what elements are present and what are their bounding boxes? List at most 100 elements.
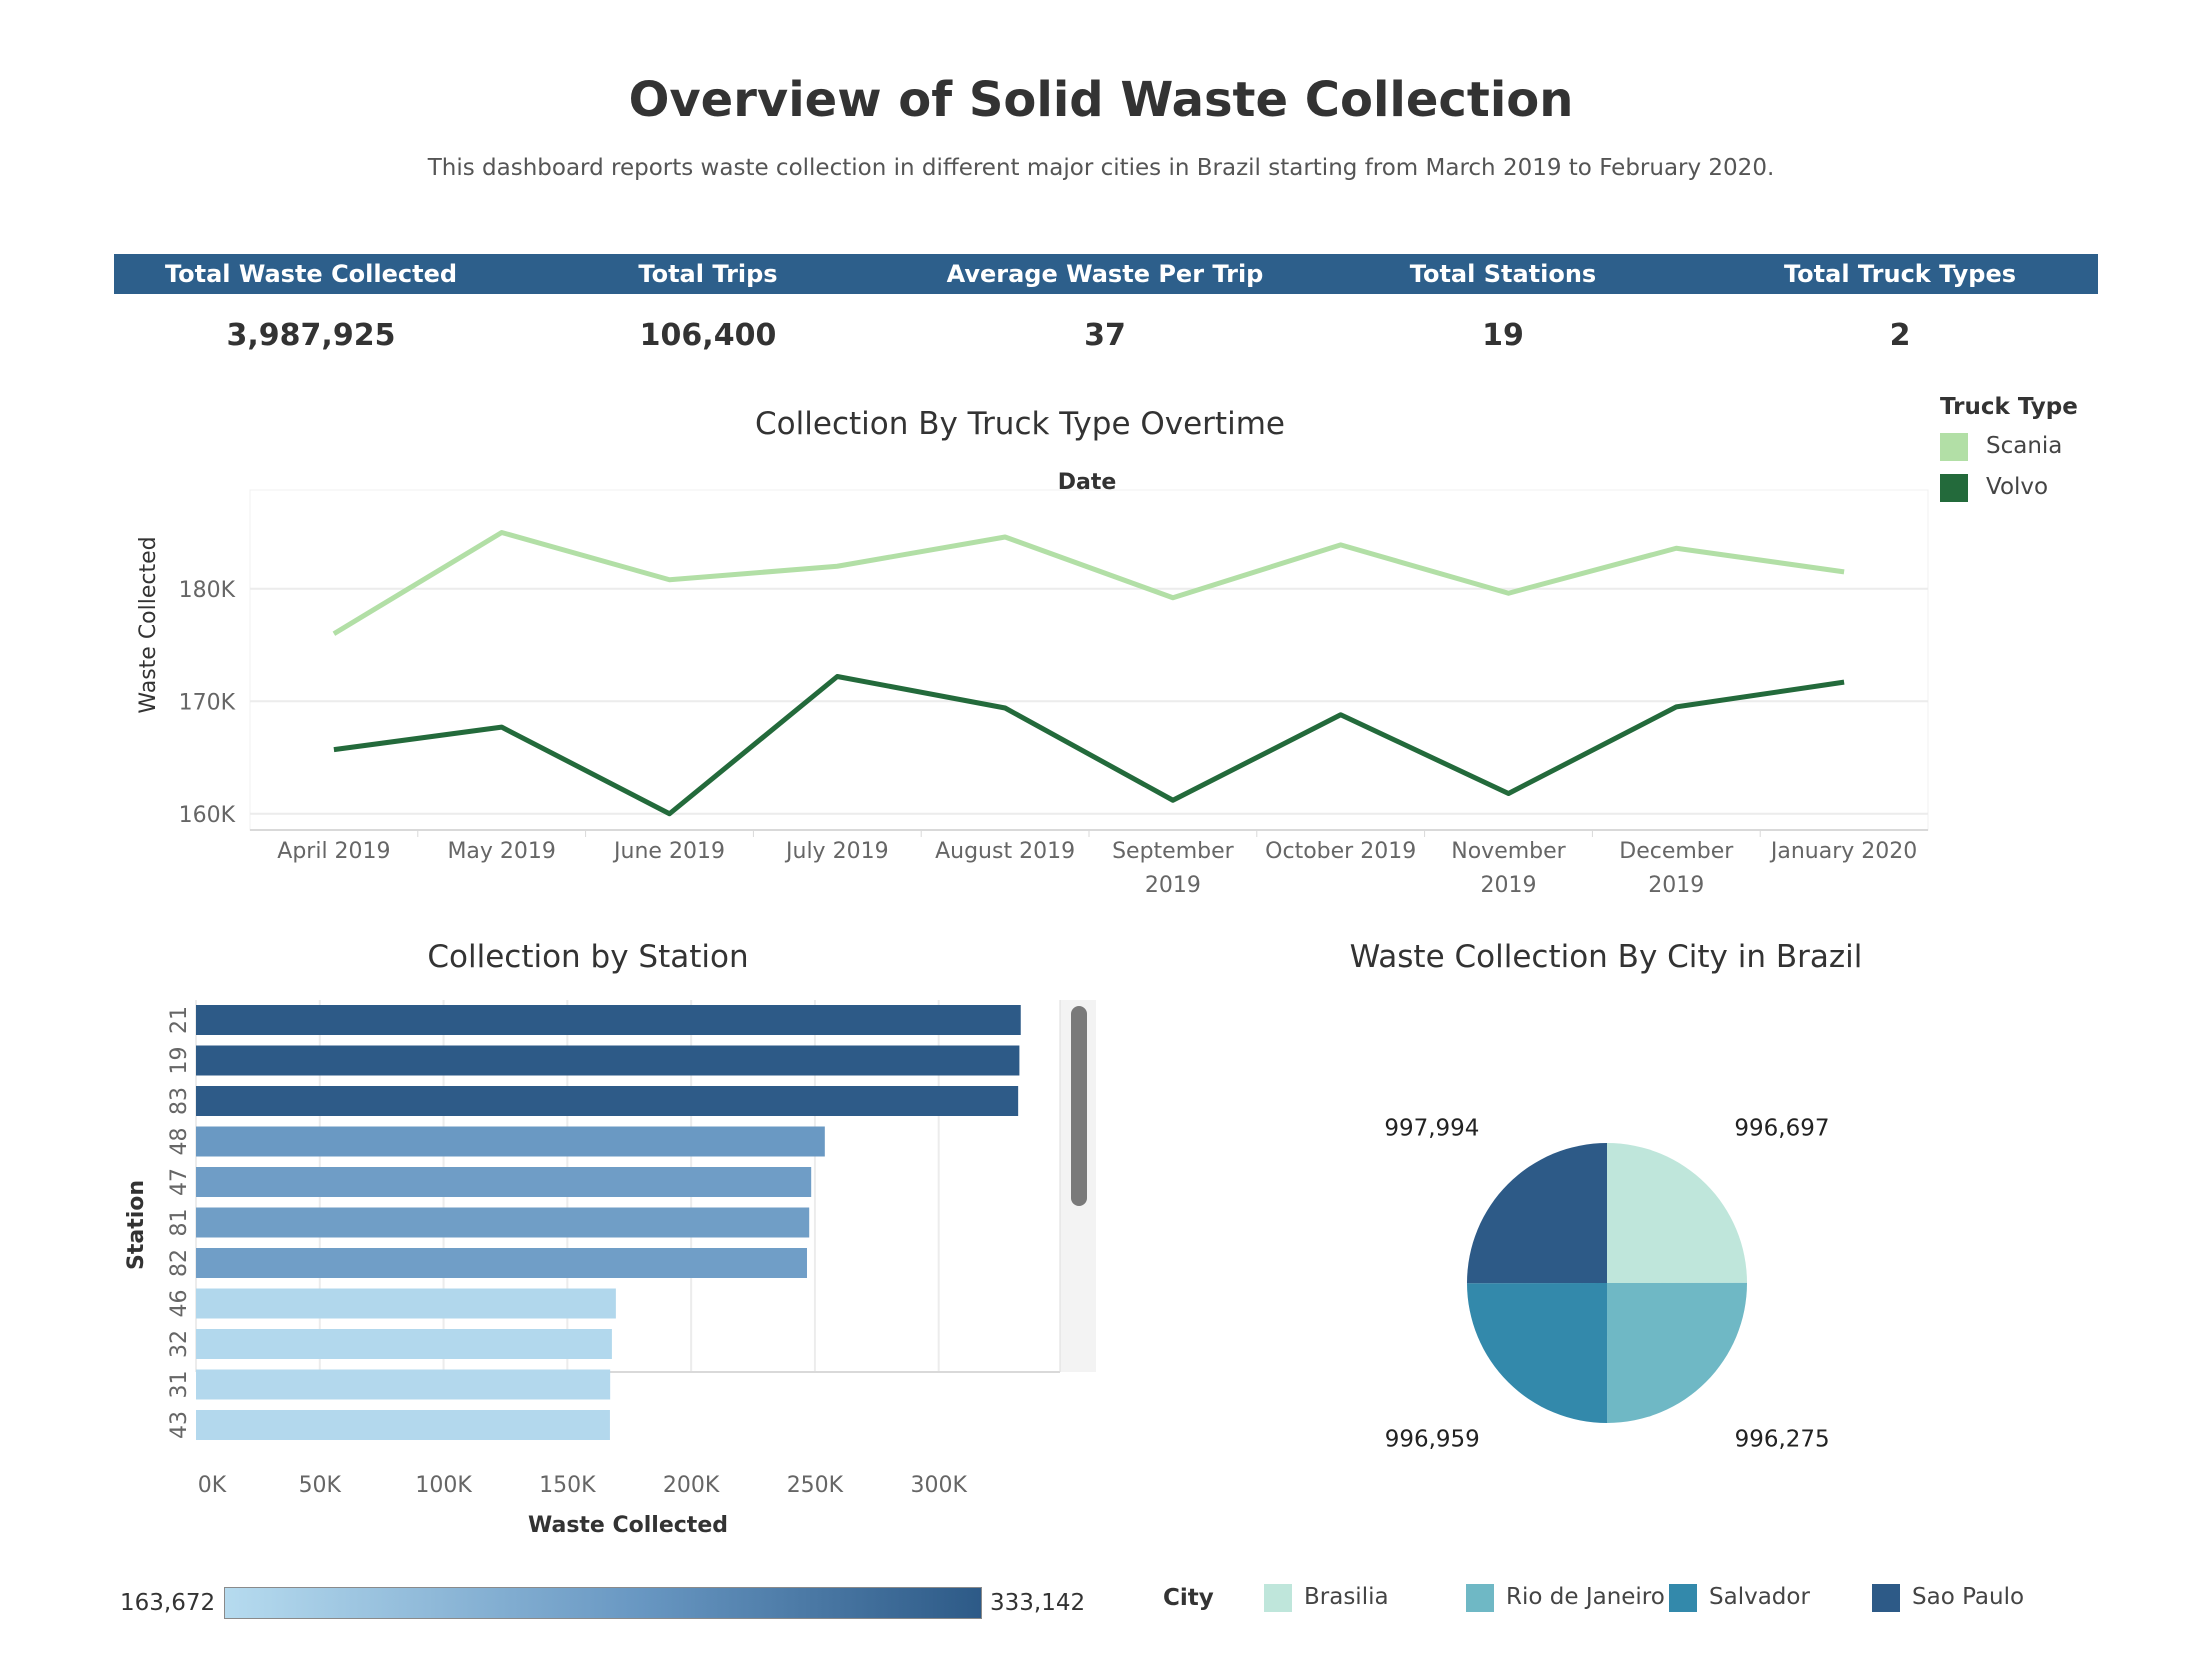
bar-chart-xlabel: Waste Collected (528, 1513, 728, 1538)
kpi-label-truck-types: Total Truck Types (1783, 260, 2017, 288)
bar-x-tick-label: 200K (663, 1473, 720, 1498)
line-x-tick-label: January 2020 (1769, 839, 1917, 864)
bar-chart-ylabel: Station (124, 1180, 149, 1270)
line-chart-series (332, 530, 1845, 817)
station-bar-46[interactable] (196, 1288, 616, 1319)
bar-chart-y-ticks: 21 19 83 48 47 81 82 46 32 31 43 (167, 1006, 192, 1439)
bar-y-tick-label: 82 (167, 1249, 192, 1277)
station-bar-47[interactable] (196, 1167, 812, 1197)
pie-slice-rio-de-janeiro[interactable] (1607, 1282, 1747, 1423)
truck-legend-title: Truck Type (1940, 394, 2078, 420)
bar-y-tick-label: 47 (167, 1168, 192, 1196)
pie-slice-sao-paulo[interactable] (1467, 1143, 1607, 1284)
rio-swatch (1466, 1584, 1494, 1612)
bar-y-tick-label: 46 (167, 1290, 192, 1318)
line-x-tick-label: December 2019 (1619, 839, 1734, 898)
color-scale-min: 163,672 (120, 1590, 216, 1616)
scania-swatch (1940, 433, 1968, 461)
dashboard-subtitle: This dashboard reports waste collection … (427, 155, 1775, 181)
line-x-tick-label: September 2019 (1112, 839, 1235, 898)
line-chart-ylabel: Waste Collected (136, 536, 161, 713)
bar-y-tick-label: 19 (167, 1047, 192, 1075)
bar-x-tick-label: 300K (910, 1473, 967, 1498)
bar-y-tick-label: 31 (167, 1371, 192, 1399)
brasilia-swatch (1264, 1584, 1292, 1612)
city-legend-label: Brasilia (1304, 1584, 1389, 1610)
station-bar-31[interactable] (196, 1369, 611, 1400)
line-y-tick-label: 170K (179, 690, 236, 715)
bar-y-tick-label: 21 (167, 1006, 192, 1034)
line-x-tick-label: June 2019 (612, 839, 725, 864)
bar-y-tick-label: 43 (167, 1411, 192, 1439)
kpi-value-total-waste: 3,987,925 (226, 318, 396, 353)
bar-y-tick-label: 81 (167, 1209, 192, 1237)
truck-legend-label: Volvo (1986, 474, 2049, 500)
city-legend-title: City (1163, 1585, 1214, 1611)
bar-y-tick-label: 83 (167, 1087, 192, 1115)
city-legend-label: Sao Paulo (1912, 1584, 2025, 1610)
pie-chart-title: Waste Collection By City in Brazil (1350, 939, 1863, 975)
bar-x-tick-label: 50K (299, 1473, 342, 1498)
line-plot-area (249, 489, 1929, 831)
line-chart-y-ticks: 160K 170K 180K (179, 578, 236, 828)
line-chart-xlabel: Date (1058, 470, 1117, 495)
bar-x-tick-label: 100K (415, 1473, 472, 1498)
line-x-tick-label: May 2019 (447, 839, 555, 864)
volvo-swatch (1940, 474, 1968, 502)
bar-y-tick-label: 32 (167, 1330, 192, 1358)
bar-x-tick-label: 150K (539, 1473, 596, 1498)
color-scale-max: 333,142 (990, 1590, 1086, 1616)
line-x-tick-label: July 2019 (784, 839, 889, 864)
bar-y-tick-label: 48 (167, 1128, 192, 1156)
kpi-value-truck-types: 2 (1889, 318, 1911, 353)
station-bar-48[interactable] (196, 1126, 825, 1157)
pie-chart: Waste Collection By City in Brazil 996,6… (1350, 939, 1863, 1453)
bar-x-tick-label: 0K (198, 1473, 227, 1498)
series-line-volvo[interactable] (333, 674, 1845, 817)
line-chart-title: Collection By Truck Type Overtime (755, 406, 1285, 442)
pie-slice-brasilia[interactable] (1607, 1143, 1747, 1283)
kpi-header-bar: Total Waste Collected Total Trips Averag… (114, 254, 2098, 294)
station-bar-43[interactable] (196, 1410, 610, 1440)
pie-chart-value-labels: 996,697 996,275 996,959 997,994 (1384, 1116, 1829, 1453)
station-bar-19[interactable] (196, 1045, 1020, 1076)
station-bar-21[interactable] (196, 1005, 1021, 1035)
scrollbar-thumb[interactable] (1071, 1006, 1087, 1206)
station-bar-82[interactable] (196, 1248, 807, 1278)
bar-chart: Collection by Station Station Waste Coll… (124, 939, 1096, 1538)
series-line-scania[interactable] (332, 530, 1845, 636)
line-x-tick-label: April 2019 (277, 839, 390, 864)
bar-chart-title: Collection by Station (427, 939, 748, 975)
pie-chart-slices (1467, 1143, 1747, 1423)
bar-chart-bars (196, 1005, 1021, 1440)
station-bar-32[interactable] (196, 1329, 612, 1359)
line-x-tick-label: August 2019 (935, 839, 1075, 864)
pie-value-label: 996,275 (1735, 1426, 1830, 1452)
kpi-label-total-waste: Total Waste Collected (164, 260, 458, 288)
bar-chart-x-ticks: 0K 50K 100K 150K 200K 250K 300K (198, 1473, 968, 1498)
line-y-tick-label: 180K (179, 578, 236, 603)
dashboard-title: Overview of Solid Waste Collection (628, 72, 1574, 128)
kpi-label-total-trips: Total Trips (638, 260, 778, 288)
line-chart: Collection By Truck Type Overtime Date W… (136, 406, 1929, 898)
city-legend-label: Rio de Janeiro (1506, 1584, 1665, 1610)
line-chart-gridlines (249, 489, 1929, 831)
truck-legend-label: Scania (1986, 433, 2063, 459)
pie-value-label: 997,994 (1384, 1116, 1479, 1142)
kpi-label-avg-waste: Average Waste Per Trip (946, 260, 1264, 288)
city-legend-label: Salvador (1709, 1584, 1810, 1610)
salvador-swatch (1669, 1584, 1697, 1612)
sao-paulo-swatch (1872, 1584, 1900, 1612)
kpi-value-total-stations: 19 (1482, 318, 1524, 353)
kpi-label-total-stations: Total Stations (1409, 260, 1597, 288)
kpi-value-total-trips: 106,400 (639, 318, 777, 353)
line-chart-x-ticks: April 2019 May 2019 June 2019 July 2019 Augu… (277, 830, 1917, 898)
pie-slice-salvador[interactable] (1467, 1283, 1608, 1423)
pie-value-label: 996,697 (1734, 1116, 1829, 1142)
station-bar-83[interactable] (196, 1086, 1019, 1116)
color-scale-gradient (224, 1587, 982, 1619)
station-bar-81[interactable] (196, 1207, 810, 1238)
line-y-tick-label: 160K (179, 803, 236, 828)
pie-value-label: 996,959 (1385, 1427, 1480, 1453)
line-x-tick-label: October 2019 (1265, 839, 1416, 864)
